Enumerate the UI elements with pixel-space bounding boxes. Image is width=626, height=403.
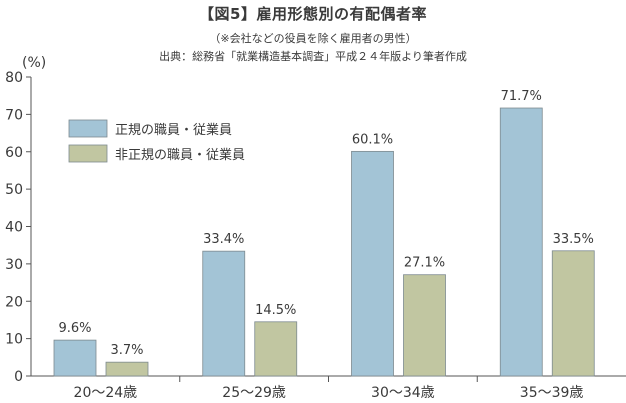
data-label: 60.1% [352, 132, 393, 147]
bar-nonregular [403, 274, 446, 377]
x-category-label: 20～24歳 [74, 385, 138, 401]
x-category-label: 25～29歳 [222, 385, 286, 401]
data-label: 33.4% [203, 232, 244, 247]
x-category-label: 30～34歳 [371, 385, 435, 401]
chart-subtitle: （※会社などの役員を除く雇用者の男性） [209, 32, 417, 45]
bar-regular [53, 339, 97, 377]
legend-swatch-regular [68, 119, 108, 138]
legend-label-regular: 正規の職員・従業員 [115, 122, 232, 138]
data-label: 33.5% [553, 232, 594, 247]
chart-title: 【図5】雇用形態別の有配偶者率 [199, 5, 427, 23]
y-tick-label: 30 [5, 257, 23, 273]
data-label: 71.7% [501, 89, 542, 104]
y-tick-label: 80 [5, 70, 23, 86]
y-tick-label: 50 [5, 182, 23, 198]
data-label: 14.5% [255, 303, 296, 318]
bar-nonregular [551, 250, 595, 377]
bar-regular [351, 150, 394, 377]
y-tick-label: 70 [5, 107, 23, 123]
bar-nonregular [254, 321, 298, 377]
legend-swatch-nonregular [68, 144, 108, 163]
x-category-label: 35～39歳 [520, 385, 584, 401]
y-tick-label: 10 [5, 332, 23, 348]
bar-nonregular [105, 361, 149, 377]
data-label: 9.6% [58, 321, 91, 336]
data-label: 27.1% [404, 256, 445, 271]
bar-regular [499, 107, 543, 377]
y-tick-label: 60 [5, 145, 23, 161]
y-tick-label: 40 [5, 220, 23, 236]
bar-regular [202, 250, 246, 377]
chart-source: 出典：総務省「就業構造基本調査」平成２４年版より筆者作成 [159, 50, 467, 63]
y-axis-unit: (%) [22, 55, 46, 71]
y-tick-label: 0 [14, 369, 23, 385]
data-label: 3.7% [110, 343, 143, 358]
y-tick-label: 20 [5, 294, 23, 310]
legend-label-nonregular: 非正規の職員・従業員 [115, 147, 245, 163]
